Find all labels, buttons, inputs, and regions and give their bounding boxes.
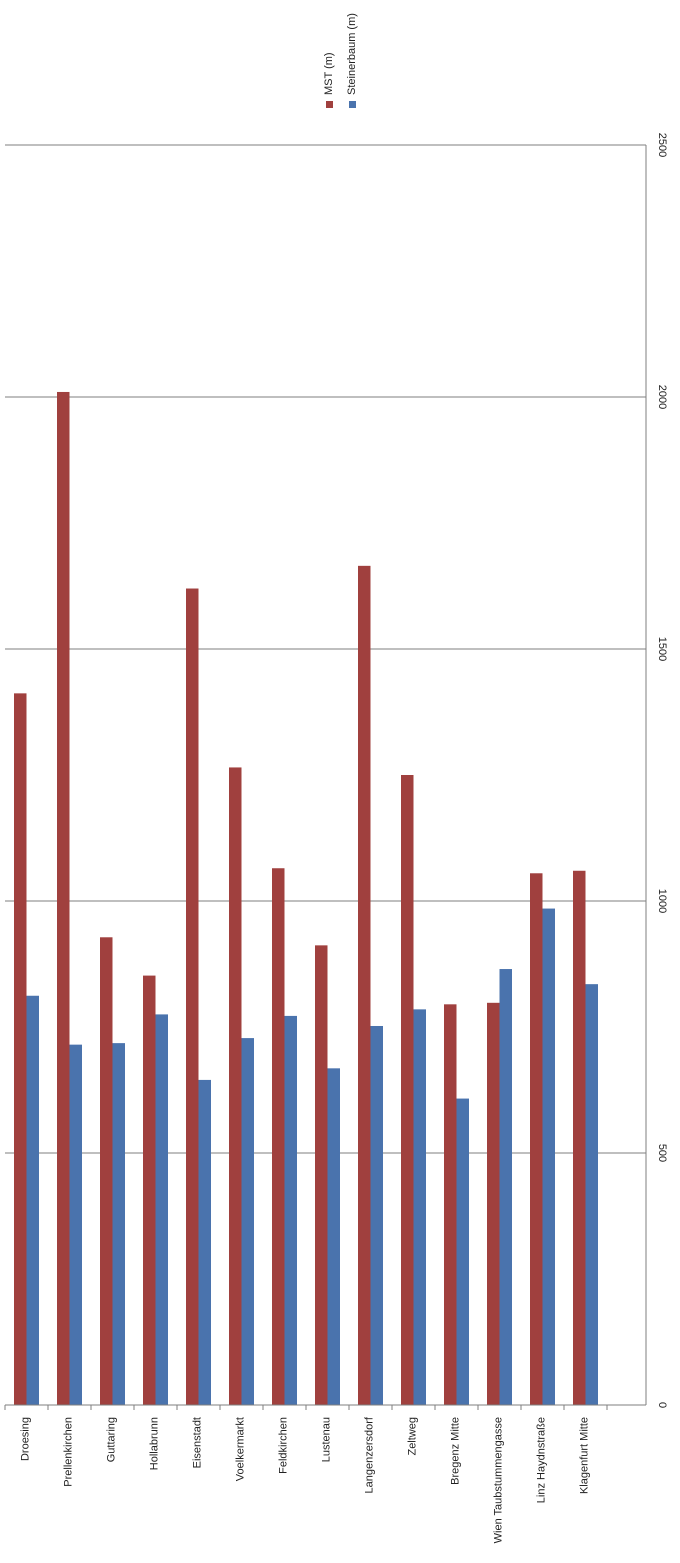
bar-mst <box>358 565 371 1405</box>
category-axis: Droesing Prellenkirchen Guttaring Hollabrun… <box>4 1404 646 1543</box>
bar-mst <box>573 870 586 1405</box>
bar-steinerbaum <box>456 1098 469 1405</box>
bar-mst <box>14 693 27 1405</box>
bar-mst <box>57 391 70 1406</box>
value-axis: 0 500 1000 1500 2000 2500 <box>645 133 668 1408</box>
value-tick-label: 1500 <box>656 637 668 661</box>
category-label: Lustenau <box>320 1417 332 1462</box>
category-label: Prellenkirchen <box>62 1417 74 1487</box>
bar-mst <box>229 767 242 1405</box>
legend-label: Steinerbaum (m) <box>346 13 358 95</box>
bar-steinerbaum <box>155 1014 168 1405</box>
bar-steinerbaum <box>26 995 39 1405</box>
bar-mst <box>315 945 328 1405</box>
category-label: Eisenstadt <box>191 1417 203 1468</box>
bar-mst <box>100 937 113 1405</box>
bar-steinerbaum <box>198 1079 211 1405</box>
bar-steinerbaum <box>413 1009 426 1405</box>
category-label: Bregenz Mitte <box>449 1417 461 1485</box>
legend-swatch <box>349 101 356 108</box>
value-tick-label: 0 <box>656 1402 668 1408</box>
category-label: Langenzersdorf <box>363 1416 375 1493</box>
category-label: Guttaring <box>105 1417 117 1462</box>
bar-mst <box>487 1002 500 1405</box>
bar-mst <box>530 873 543 1405</box>
value-tick-label: 2500 <box>656 133 668 157</box>
bar-mst <box>186 588 199 1405</box>
bar-steinerbaum <box>585 984 598 1405</box>
value-tick-label: 500 <box>656 1144 668 1162</box>
bar-steinerbaum <box>284 1015 297 1405</box>
category-label: Hollabrunn <box>148 1417 160 1470</box>
category-label: Voelkermarkt <box>234 1417 246 1481</box>
category-label: Feldkirchen <box>277 1417 289 1474</box>
legend-swatch <box>326 101 333 108</box>
bar-steinerbaum <box>370 1025 383 1405</box>
bar-steinerbaum <box>499 969 512 1405</box>
category-label: Linz Haydnstraße <box>535 1417 547 1503</box>
legend-label: MST (m) <box>323 52 335 95</box>
bar-mst <box>401 775 414 1405</box>
category-label: Zeltweg <box>406 1417 418 1456</box>
value-tick-label: 2000 <box>656 385 668 409</box>
category-label: Klagenfurt Mitte <box>578 1417 590 1494</box>
bar-steinerbaum <box>542 908 555 1405</box>
bar-mst <box>444 1004 457 1405</box>
bar-steinerbaum <box>241 1038 254 1405</box>
legend: MST (m) Steinerbaum (m) <box>323 13 358 108</box>
bar-mst <box>272 868 285 1405</box>
category-label: Droesing <box>19 1417 31 1461</box>
category-label: Wien Taubstummengasse <box>492 1417 504 1543</box>
value-tick-label: 1000 <box>656 889 668 913</box>
bar-steinerbaum <box>327 1068 340 1405</box>
bar-steinerbaum <box>69 1044 82 1405</box>
bar-mst <box>143 975 156 1405</box>
bars <box>14 391 598 1406</box>
bar-steinerbaum <box>112 1043 125 1405</box>
